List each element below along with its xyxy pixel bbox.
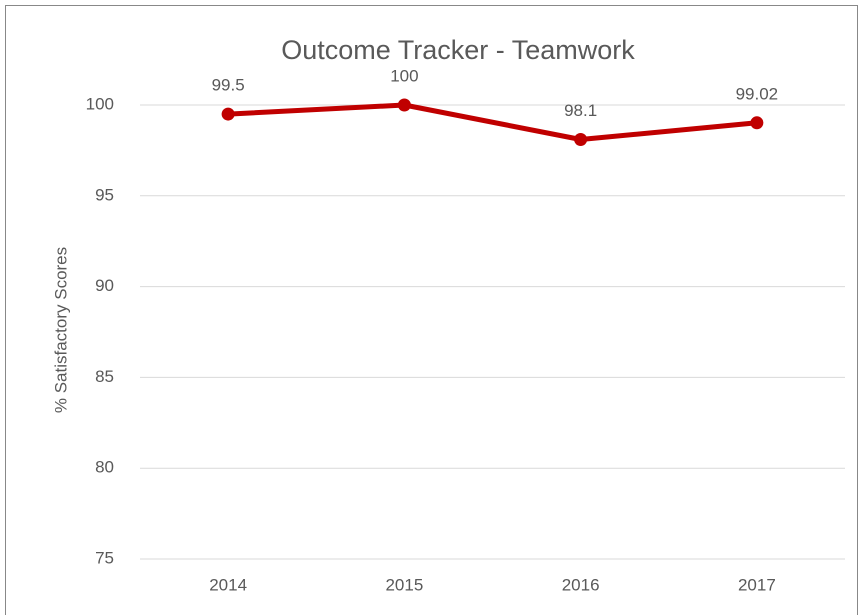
data-point bbox=[221, 107, 235, 121]
y-tick-label: 85 bbox=[95, 367, 114, 386]
x-tick-label: 2017 bbox=[738, 575, 776, 594]
data-label: 100 bbox=[390, 66, 418, 85]
y-tick-label: 100 bbox=[86, 94, 114, 113]
chart-title: Outcome Tracker - Teamwork bbox=[281, 35, 635, 65]
x-tick-label: 2016 bbox=[562, 575, 600, 594]
data-label: 98.1 bbox=[564, 101, 597, 120]
x-tick-label: 2015 bbox=[385, 575, 423, 594]
y-tick-label: 75 bbox=[95, 548, 114, 567]
series-line bbox=[227, 102, 758, 143]
data-point bbox=[397, 98, 411, 112]
data-label: 99.02 bbox=[736, 84, 779, 103]
x-tick-label: 2014 bbox=[209, 575, 247, 594]
data-point bbox=[750, 116, 764, 130]
data-point bbox=[574, 133, 588, 147]
y-axis-label: % Satisfactory Scores bbox=[51, 247, 70, 413]
y-tick-label: 80 bbox=[95, 458, 114, 477]
y-tick-label: 95 bbox=[95, 185, 114, 204]
chart-border bbox=[5, 5, 858, 615]
data-label: 99.5 bbox=[212, 76, 245, 95]
y-tick-label: 90 bbox=[95, 276, 114, 295]
